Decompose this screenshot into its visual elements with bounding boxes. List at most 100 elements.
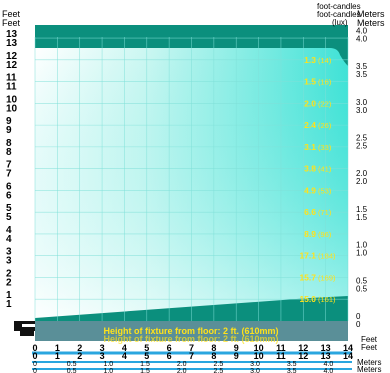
x-feet-tick-label: 4 — [122, 351, 127, 361]
x-feet-tick-label: 9 — [234, 351, 239, 361]
readings: 1.3 (14) 1.5 (16) 2.0 (22) 2.4 (26) 3.1 (33) 3.8 (4… — [299, 55, 336, 304]
y-meter-tick-label: 4.0 — [356, 34, 368, 43]
fc-reading: 1.3 — [304, 55, 316, 65]
x-meter-tick-label: 2.0 — [177, 361, 187, 368]
x-meter-tick-label: 0.5 — [67, 361, 77, 368]
y-meter-tick-label: 3.0 — [356, 98, 368, 107]
x-feet-tick-label: 13 — [321, 343, 331, 353]
x-meter-tick-label: 1.0 — [103, 368, 113, 373]
x-meter-tick-label: 4.0 — [324, 368, 334, 373]
y-feet-tick-label: 5 — [6, 203, 12, 214]
fc-reading: 4.9 — [304, 185, 316, 195]
lux-reading: (71) — [318, 208, 332, 217]
x-feet-tick-label: 4 — [122, 343, 127, 353]
lux-reading: (184) — [318, 252, 336, 261]
x-feet-tick-label: 10 — [254, 343, 264, 353]
lux-reading: (33) — [318, 143, 332, 152]
y-feet-tick-label: 8 — [6, 147, 12, 158]
y-feet-tick-label: 10 — [6, 103, 18, 114]
y-meter-tick-label: 2.0 — [356, 169, 368, 178]
y-meter-ticks: 00 0.50.5 1.01.0 1.51.5 2.02.0 2.52.5 3.03.0 3.… — [356, 26, 368, 329]
y-feet-tick-label: 4 — [6, 234, 12, 245]
caption-bar — [35, 321, 348, 341]
x-feet-tick-label: 0 — [32, 343, 37, 353]
bottom-meters-label: Meters — [357, 358, 381, 367]
y-feet-tick-label: 3 — [6, 247, 12, 258]
y-meter-tick-label: 3.0 — [356, 106, 368, 115]
y-feet-tick-label: 13 — [6, 29, 18, 40]
x-feet-tick-label: 14 — [343, 343, 353, 353]
lux-reading: (53) — [318, 186, 332, 195]
y-meter-tick-label: 1.5 — [356, 205, 368, 214]
grid-lines — [34, 37, 349, 321]
lux-reading: (161) — [318, 295, 336, 304]
x-meter-tick-label: 2.0 — [177, 368, 187, 373]
x-meter-tick-label: 0 — [33, 361, 37, 368]
x-feet-tick-label: 1 — [55, 343, 60, 353]
y-feet-tick-label: 9 — [6, 116, 12, 127]
x-feet-tick-label: 8 — [211, 351, 216, 361]
y-meter-tick-label: 2.5 — [356, 141, 368, 150]
y-meter-tick-label: 0.5 — [356, 276, 368, 285]
x-meter-tick-label: 0 — [33, 368, 37, 373]
bottom-meters-label-shadow: Meters — [357, 365, 381, 373]
x-meter-tick-label: 3.0 — [250, 368, 260, 373]
x-meter-tick-label: 3.5 — [287, 368, 297, 373]
x-feet-tick-label: 9 — [234, 343, 239, 353]
y-feet-tick-label: 7 — [6, 169, 12, 180]
y-feet-tick-label: 12 — [6, 51, 18, 62]
x-feet-tick-label: 7 — [189, 343, 194, 353]
fc-reading: 3.8 — [304, 164, 316, 174]
y-meter-tick-label: 3.5 — [356, 62, 368, 71]
right-axis-label: Meters — [357, 9, 385, 19]
x-meter-tick-label: 1.0 — [103, 361, 113, 368]
right-axis-label-shadow: Meters — [357, 18, 385, 28]
fc-reading: 15.7 — [299, 272, 316, 282]
x-feet-tick-label: 12 — [298, 351, 308, 361]
y-meter-tick-label: 0 — [356, 312, 361, 321]
x-feet-tick-label: 12 — [298, 343, 308, 353]
caption-text-shadow: Height of fixture from floor: 2 ft. (610… — [103, 334, 278, 344]
x-feet-tick-label: 8 — [211, 343, 216, 353]
fc-reading: 17.1 — [299, 251, 316, 261]
lux-reading: (16) — [318, 78, 332, 87]
x-meter-tick-label: 1.5 — [140, 361, 150, 368]
y-feet-tick-label: 4 — [6, 225, 12, 236]
fc-reading: 2.0 — [304, 98, 316, 108]
lux-reading: (41) — [318, 165, 332, 174]
left-axis-label-shadow: Feet — [2, 18, 21, 28]
y-meter-tick-label: 4.0 — [356, 26, 368, 35]
fc-reading: 6.6 — [304, 207, 316, 217]
y-meter-tick-label: 1.0 — [356, 249, 368, 258]
x-feet-tick-label: 6 — [167, 343, 172, 353]
x-meter-tick-label: 3.5 — [287, 361, 297, 368]
x-feet-tick-label: 11 — [276, 343, 286, 353]
top-right-label-shadow: foot-candles — [317, 10, 361, 19]
y-feet-tick-label: 9 — [6, 125, 12, 136]
y-feet-tick-label: 10 — [6, 94, 18, 105]
x-meter-ticks: 00 0.50.5 1.01.0 1.51.5 2.02.0 2.52.5 3.03.0 3.… — [33, 361, 333, 373]
y-feet-tick-label: 11 — [6, 73, 17, 84]
x-feet-tick-label: 0 — [32, 351, 37, 361]
y-meter-tick-label: 2.5 — [356, 133, 368, 142]
x-meter-tick-label: 1.5 — [140, 368, 150, 373]
y-feet-tick-label: 1 — [6, 290, 12, 301]
y-feet-tick-label: 2 — [6, 268, 12, 279]
y-feet-tick-label: 6 — [6, 181, 12, 192]
x-feet-tick-label: 3 — [100, 351, 105, 361]
y-feet-tick-label: 11 — [6, 82, 17, 93]
x-feet-tick-label: 14 — [343, 351, 353, 361]
bottom-feet-label-shadow: Feet — [361, 343, 378, 352]
y-feet-tick-label: 13 — [6, 38, 18, 49]
x-feet-tick-label: 10 — [254, 351, 264, 361]
y-meter-tick-label: 1.0 — [356, 241, 368, 250]
x-meter-tick-label: 3.0 — [250, 361, 260, 368]
lux-reading: (26) — [318, 121, 332, 130]
x-feet-tick-label: 13 — [321, 351, 331, 361]
y-meter-tick-label: 0 — [356, 320, 361, 329]
y-meter-tick-label: 2.0 — [356, 177, 368, 186]
top-right-unit: (lux) — [332, 18, 348, 27]
x-meter-tick-label: 2.5 — [214, 361, 224, 368]
